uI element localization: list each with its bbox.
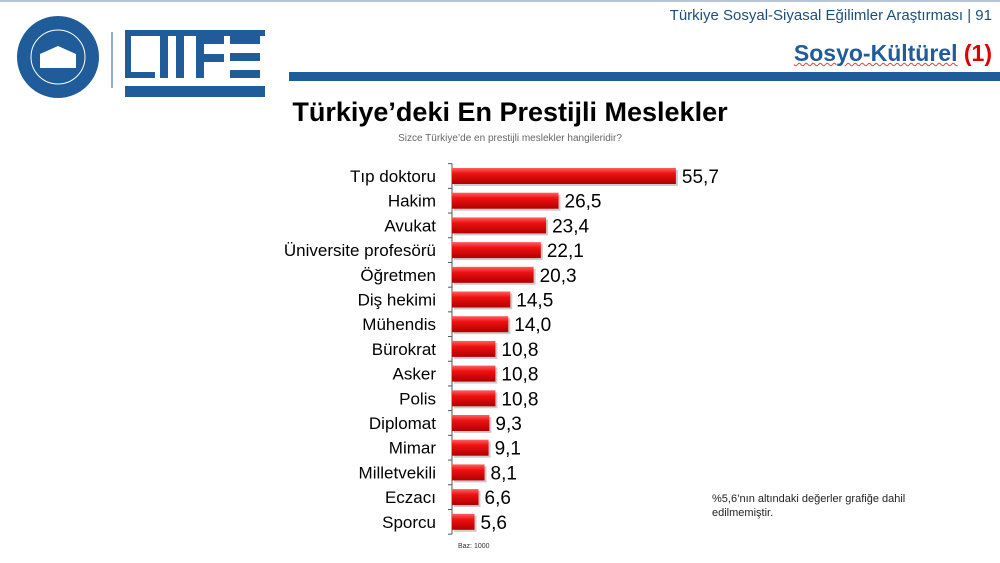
value-label: 23,4 xyxy=(552,216,589,237)
value-label: 9,1 xyxy=(495,439,521,460)
bar xyxy=(452,340,496,357)
category-label: Öğretmen xyxy=(360,266,436,285)
value-label: 9,3 xyxy=(495,414,521,435)
section-number: (1) xyxy=(963,40,992,66)
category-label: Asker xyxy=(393,365,437,384)
value-label: 14,0 xyxy=(514,315,551,336)
value-label: 20,3 xyxy=(540,266,577,287)
logos xyxy=(17,16,265,98)
value-label: 8,1 xyxy=(491,463,517,484)
bar xyxy=(452,266,534,283)
value-label: 10,8 xyxy=(501,365,538,386)
value-label: 55,7 xyxy=(682,167,719,188)
bar xyxy=(452,439,489,456)
category-label: Mimar xyxy=(389,439,437,458)
value-label: 5,6 xyxy=(481,513,507,534)
value-label: 14,5 xyxy=(516,291,553,312)
category-label: Milletvekili xyxy=(359,463,436,482)
value-label: 26,5 xyxy=(565,192,602,213)
bar xyxy=(452,390,496,407)
category-label: Eczacı xyxy=(385,488,436,507)
survey-header: Türkiye Sosyal-Siyasal Eğilimler Araştır… xyxy=(669,7,992,24)
category-label: Avukat xyxy=(384,216,436,235)
kadir-has-seal-logo xyxy=(17,16,99,98)
bar xyxy=(452,365,496,382)
category-label: Hakim xyxy=(388,192,436,211)
category-label: Tıp doktoru xyxy=(350,167,436,186)
bar xyxy=(452,415,490,431)
header-divider xyxy=(289,72,1000,81)
bar xyxy=(452,168,676,184)
category-label: Polis xyxy=(399,389,436,408)
base-size: Baz: 1000 xyxy=(458,543,490,550)
value-label: 6,6 xyxy=(485,488,511,509)
section-title: Sosyo-Kültürel (1) xyxy=(794,40,992,67)
section-name: Sosyo-Kültürel xyxy=(793,40,958,66)
citrs-logo xyxy=(125,30,265,97)
value-label: 10,8 xyxy=(501,340,538,361)
category-label: Diş hekimi xyxy=(358,291,436,310)
bar xyxy=(452,489,479,506)
top-border xyxy=(0,0,1000,2)
category-label: Üniversite profesörü xyxy=(284,241,436,260)
chart-subtitle: Sizce Türkiye’de en prestijli meslekler … xyxy=(398,133,622,144)
category-label: Diplomat xyxy=(369,414,436,433)
bar xyxy=(452,513,475,530)
footnote: %5,6’nın altındaki değerler grafiğe dahi… xyxy=(712,493,906,519)
bar xyxy=(452,316,509,333)
bar xyxy=(452,242,541,259)
bar xyxy=(452,291,511,308)
category-label: Sporcu xyxy=(382,513,436,532)
category-label: Bürokrat xyxy=(372,340,437,359)
bar xyxy=(452,217,547,234)
category-label: Mühendis xyxy=(362,315,436,334)
value-label: 22,1 xyxy=(547,241,584,262)
value-label: 10,8 xyxy=(501,389,538,410)
bar xyxy=(452,464,485,481)
bar xyxy=(452,192,559,209)
chart-title: Türkiye’deki En Prestijli Meslekler xyxy=(292,97,728,127)
